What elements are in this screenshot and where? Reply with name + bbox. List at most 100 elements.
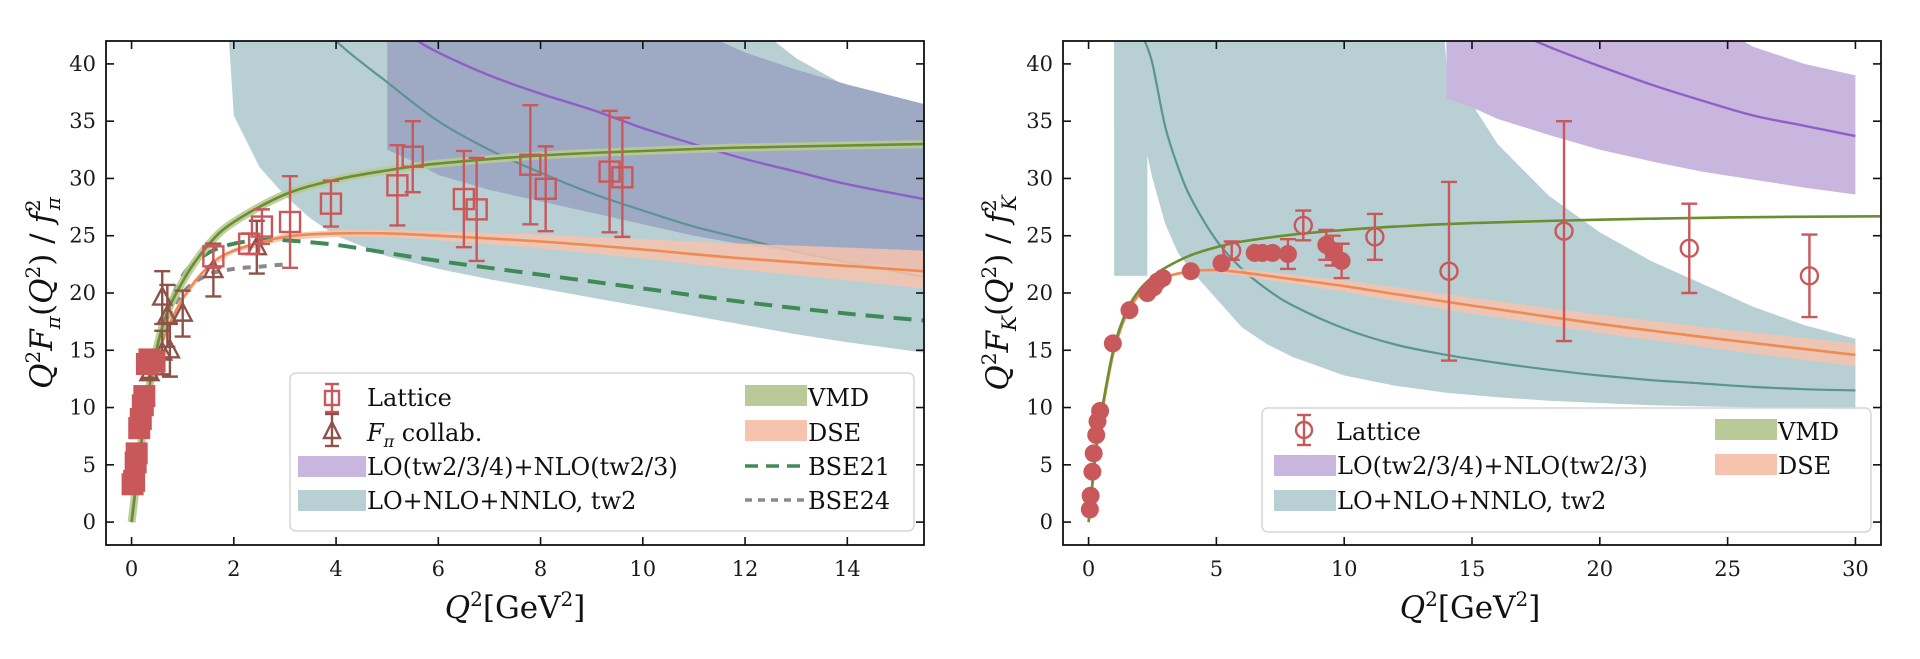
lattice-filled-point <box>1103 334 1122 353</box>
y-tick-label: 5 <box>1040 453 1053 477</box>
legend-swatch-dse <box>745 420 807 441</box>
y-tick-label: 25 <box>69 224 96 248</box>
y-tick-label: 20 <box>69 281 96 305</box>
legend-label-lo-nlo: LO(tw2/3/4)+NLO(tw2/3) <box>367 453 678 481</box>
lattice-filled-point <box>1080 500 1099 519</box>
legend-label-fpi-collab: Fπ collab. <box>366 419 482 451</box>
nnlo-band-left-fill <box>1114 41 1148 276</box>
lattice-open-point <box>1679 238 1699 259</box>
x-tick-label: 10 <box>629 557 656 581</box>
x-tick-label: 6 <box>432 557 445 581</box>
legend-label-bse21: BSE21 <box>808 453 890 481</box>
lattice-open-point <box>1554 221 1574 241</box>
legend-swatch-vmd <box>745 385 807 406</box>
legend-label-nnlo: LO+NLO+NNLO, tw2 <box>1337 487 1606 515</box>
lattice-open-point <box>1222 240 1242 261</box>
legend-swatch-lo-nlo <box>298 456 366 477</box>
y-tick-label: 10 <box>1026 396 1053 420</box>
lattice-point <box>123 469 146 492</box>
lattice-point <box>465 198 488 221</box>
legend-swatch-vmd <box>1715 419 1777 440</box>
lattice-point <box>611 166 634 189</box>
y-tick-label: 10 <box>69 396 96 420</box>
lattice-open-point <box>1799 266 1820 286</box>
lattice-point <box>534 177 557 200</box>
y-tick-label: 40 <box>69 52 96 76</box>
x-tick-label: 4 <box>329 557 342 581</box>
pion-form-factor-panel: 0 2 4 6 8 10 12 14 0 5 10 15 20 25 30 35 40 Q2Fπ(Q2) / f… <box>21 40 925 626</box>
x-tick-label: 8 <box>534 557 547 581</box>
lattice-filled-point <box>1332 251 1351 270</box>
lattice-point <box>401 145 424 168</box>
legend-label-lattice: Lattice <box>367 384 452 412</box>
lattice-point <box>319 192 343 215</box>
legend-label-vmd: VMD <box>1777 418 1839 446</box>
legend-swatch-lo-nlo <box>1274 455 1336 476</box>
legend-label-lattice: Lattice <box>1336 418 1421 446</box>
kaon-plot-area <box>1080 41 1881 523</box>
lattice-filled-point <box>1263 243 1282 262</box>
x-tick-label: 30 <box>1842 557 1869 581</box>
lo-nlo-band <box>1446 41 1856 195</box>
kaon-y-axis-label: Q2FK(Q2) / f2K <box>977 194 1021 390</box>
x-tick-label: 15 <box>1459 557 1486 581</box>
legend-label-nnlo: LO+NLO+NNLO, tw2 <box>367 487 636 515</box>
lattice-point <box>519 153 542 176</box>
y-tick-label: 35 <box>69 109 96 133</box>
legend-fpi-triangle-marker <box>322 412 342 448</box>
lo-nlo-band <box>387 41 924 271</box>
x-tick-label: 12 <box>732 557 759 581</box>
y-tick-label: 40 <box>1026 52 1053 76</box>
lattice-filled-point <box>1087 426 1106 445</box>
pion-legend-box <box>289 372 915 532</box>
y-tick-label: 30 <box>1026 166 1053 190</box>
pion-legend: Lattice Fπ collab. LO(tw2/3/4)+NLO(tw2/3… <box>289 372 915 532</box>
pion-ticks: 0 2 4 6 8 10 12 14 0 5 10 15 20 25 30 35 40 <box>69 41 924 581</box>
lattice-filled-point <box>1278 245 1297 264</box>
nnlo-central-line <box>334 41 924 279</box>
lattice-filled-point <box>1081 486 1100 505</box>
pion-y-axis-label: Q2Fπ(Q2) / f2π <box>21 196 65 389</box>
y-tick-label: 30 <box>69 166 96 190</box>
x-tick-label: 0 <box>1082 557 1095 581</box>
lattice-filled-point <box>1153 269 1172 288</box>
y-tick-label: 0 <box>1040 510 1053 534</box>
legend-label-bse24: BSE24 <box>808 487 890 515</box>
kaon-ticks: 0 5 10 15 20 25 30 0 5 10 15 20 25 30 35 40 <box>1026 41 1881 581</box>
legend-label-vmd: VMD <box>807 384 869 412</box>
x-tick-label: 5 <box>1210 557 1223 581</box>
lattice-filled-point <box>1091 401 1110 420</box>
lattice-point <box>386 174 409 197</box>
lattice-open-point <box>1439 261 1459 281</box>
x-tick-label: 25 <box>1714 557 1741 581</box>
legend-label-dse: DSE <box>808 419 861 447</box>
nnlo-central-line <box>1143 41 1856 392</box>
lattice-open-point <box>1293 215 1313 236</box>
y-tick-label: 25 <box>1026 224 1053 248</box>
legend-lattice-circle-marker <box>1294 413 1314 447</box>
y-tick-label: 20 <box>1026 281 1053 305</box>
x-tick-label: 14 <box>834 557 861 581</box>
lattice-point <box>143 350 166 373</box>
y-tick-label: 35 <box>1026 109 1053 133</box>
kaon-form-factor-panel: 0 5 10 15 20 25 30 0 5 10 15 20 25 30 35 40 Q2FK(Q2) / … <box>977 40 1882 626</box>
lo-nlo-central-line <box>415 41 924 201</box>
lattice-filled-point <box>1120 301 1139 320</box>
dse-band <box>131 230 924 523</box>
fpi-collab-point <box>158 337 181 359</box>
lo-nlo-central-line <box>1532 41 1856 138</box>
y-tick-label: 0 <box>83 510 96 534</box>
lattice-filled-point <box>1084 444 1103 463</box>
legend-label-lo-nlo: LO(tw2/3/4)+NLO(tw2/3) <box>1337 452 1648 480</box>
lattice-filled-point <box>1181 262 1200 281</box>
x-tick-label: 2 <box>227 557 240 581</box>
legend-label-dse: DSE <box>1778 452 1831 480</box>
lattice-point <box>202 245 225 268</box>
kaon-x-axis-label: Q2[GeV2] <box>1400 587 1541 626</box>
kaon-legend: Lattice LO(tw2/3/4)+NLO(tw2/3) LO+NLO+NN… <box>1261 407 1872 533</box>
lattice-point <box>125 442 148 465</box>
x-tick-label: 10 <box>1331 557 1358 581</box>
lattice-point <box>278 210 302 234</box>
fpi-collab-point <box>156 303 179 325</box>
